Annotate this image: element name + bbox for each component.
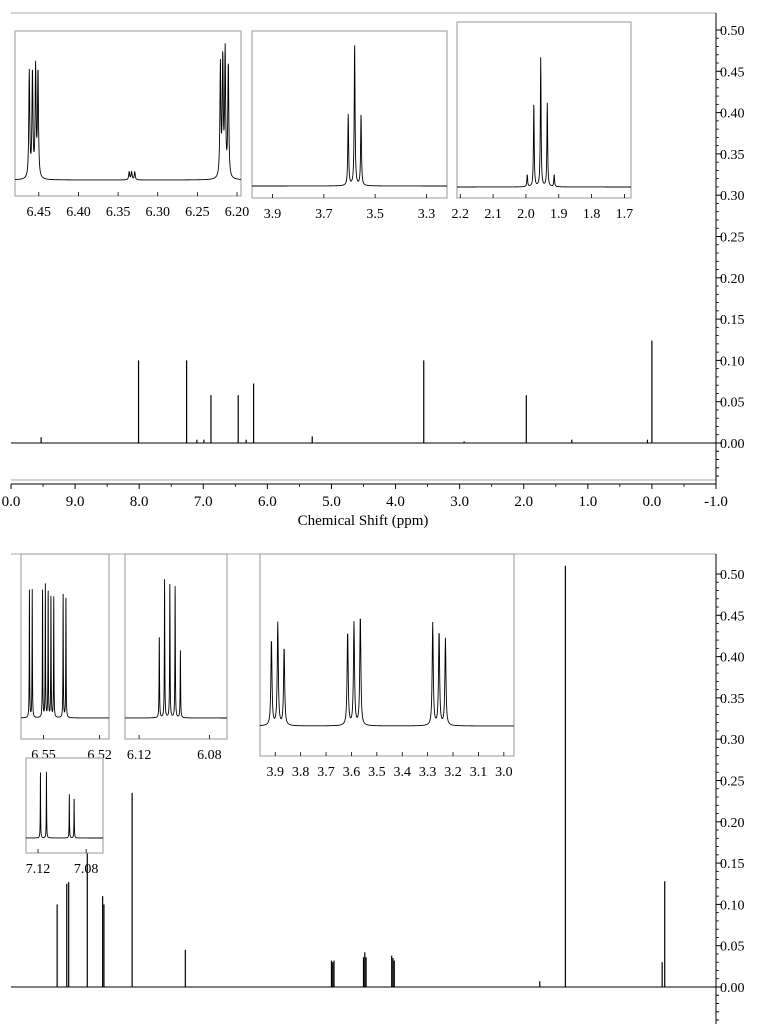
inset-x-tick-label: 1.9 [550, 207, 568, 222]
inset-trace [14, 43, 242, 181]
inset-x-tick-label: 3.5 [368, 765, 386, 780]
inset-trace [259, 618, 514, 727]
inset-x-tick-label: 1.7 [616, 207, 634, 222]
x-tick-label: 6.0 [258, 494, 277, 510]
top-spectrum-panel: Chemical Shift (ppm) 0.00 0.05 0.10 0.15 0.2… [2, 12, 745, 529]
y-tick-label: 0.25 [720, 231, 745, 246]
inset-x-tick-label: 3.3 [418, 207, 436, 222]
x-tick-label: 4.0 [386, 494, 405, 510]
inset-x-tick-label: 3.3 [419, 765, 437, 780]
inset-trace [457, 57, 631, 188]
y-tick-label: 0.30 [720, 189, 745, 204]
inset-x-tick-label: 3.8 [292, 765, 310, 780]
x-tick-label: -1.0 [704, 494, 728, 510]
inset-x-tick-label: 6.35 [106, 205, 131, 220]
inset-trace [125, 579, 227, 719]
inset-x-tick-label: 6.12 [127, 748, 152, 763]
y-tick-label: 0.35 [720, 148, 745, 163]
inset-x-tick-label: 3.4 [393, 765, 411, 780]
y-tick-label: 0.45 [720, 65, 745, 80]
inset-x-tick-label: 3.0 [495, 765, 513, 780]
x-tick-label: 1.0 [578, 494, 597, 510]
y-tick-label: 0.20 [720, 816, 745, 831]
x-tick-label: 3.0 [450, 494, 469, 510]
y-tick-label: 0.50 [720, 24, 745, 39]
inset-x-tick-label: 7.08 [74, 862, 99, 877]
inset-x-tick-label: 2.2 [452, 207, 470, 222]
x-tick-label: 9.0 [66, 494, 85, 510]
y-tick-label: 0.40 [720, 107, 745, 122]
x-tick-label: 2.0 [514, 494, 533, 510]
y-tick-label: 0.15 [720, 313, 745, 328]
inset-frame [259, 553, 515, 757]
inset-x-tick-label: 7.12 [26, 862, 51, 877]
inset-x-tick-label: 1.8 [583, 207, 601, 222]
inset-x-tick-label: 6.40 [66, 205, 91, 220]
inset-x-tick-label: 2.1 [484, 207, 502, 222]
y-tick-label: 0.00 [720, 437, 745, 452]
inset-x-tick-label: 3.9 [264, 207, 282, 222]
inset-trace [21, 583, 109, 719]
inset-x-tick-label: 6.30 [145, 205, 170, 220]
y-tick-label: 0.35 [720, 692, 745, 707]
y-tick-label: 0.50 [720, 568, 745, 583]
inset-x-tick-label: 3.9 [266, 765, 284, 780]
x-axis-label: Chemical Shift (ppm) [298, 513, 429, 529]
y-tick-label: 0.05 [720, 940, 745, 955]
inset-x-tick-label: 3.6 [343, 765, 361, 780]
y-tick-label: 0.00 [720, 981, 745, 996]
inset-trace [252, 45, 447, 187]
inset-x-tick-label: 3.7 [315, 207, 333, 222]
bottom-spectrum-panel: 0.00 0.05 0.10 0.15 0.20 0.25 0.30 0.35 0.40 0.45… [11, 553, 745, 1024]
inset-frame [25, 757, 104, 854]
x-tick-label: 7.0 [194, 494, 213, 510]
inset-x-tick-label: 6.45 [27, 205, 52, 220]
inset-x-tick-label: 3.5 [366, 207, 384, 222]
inset-trace [26, 771, 103, 839]
y-tick-label: 0.45 [720, 609, 745, 624]
y-tick-label: 0.10 [720, 898, 745, 913]
x-tick-label: 0.0 [643, 494, 662, 510]
inset-x-tick-label: 6.08 [197, 748, 222, 763]
inset-x-tick-label: 3.2 [444, 765, 462, 780]
y-tick-label: 0.30 [720, 733, 745, 748]
y-tick-label: 0.20 [720, 272, 745, 287]
y-tick-label: 0.10 [720, 354, 745, 369]
y-tick-label: 0.40 [720, 651, 745, 666]
y-tick-label: 0.15 [720, 857, 745, 872]
inset-x-tick-label: 3.7 [317, 765, 335, 780]
y-tick-label: 0.25 [720, 775, 745, 790]
x-tick-label: 8.0 [130, 494, 149, 510]
inset-x-tick-label: 3.1 [470, 765, 488, 780]
x-tick-label: 0.0 [2, 494, 21, 510]
inset-frame [456, 21, 632, 199]
inset-x-tick-label: 2.0 [517, 207, 535, 222]
inset-x-tick-label: 6.20 [225, 205, 250, 220]
inset-x-tick-label: 6.25 [185, 205, 210, 220]
inset-frame [14, 30, 242, 197]
y-tick-label: 0.05 [720, 396, 745, 411]
x-tick-label: 5.0 [322, 494, 341, 510]
